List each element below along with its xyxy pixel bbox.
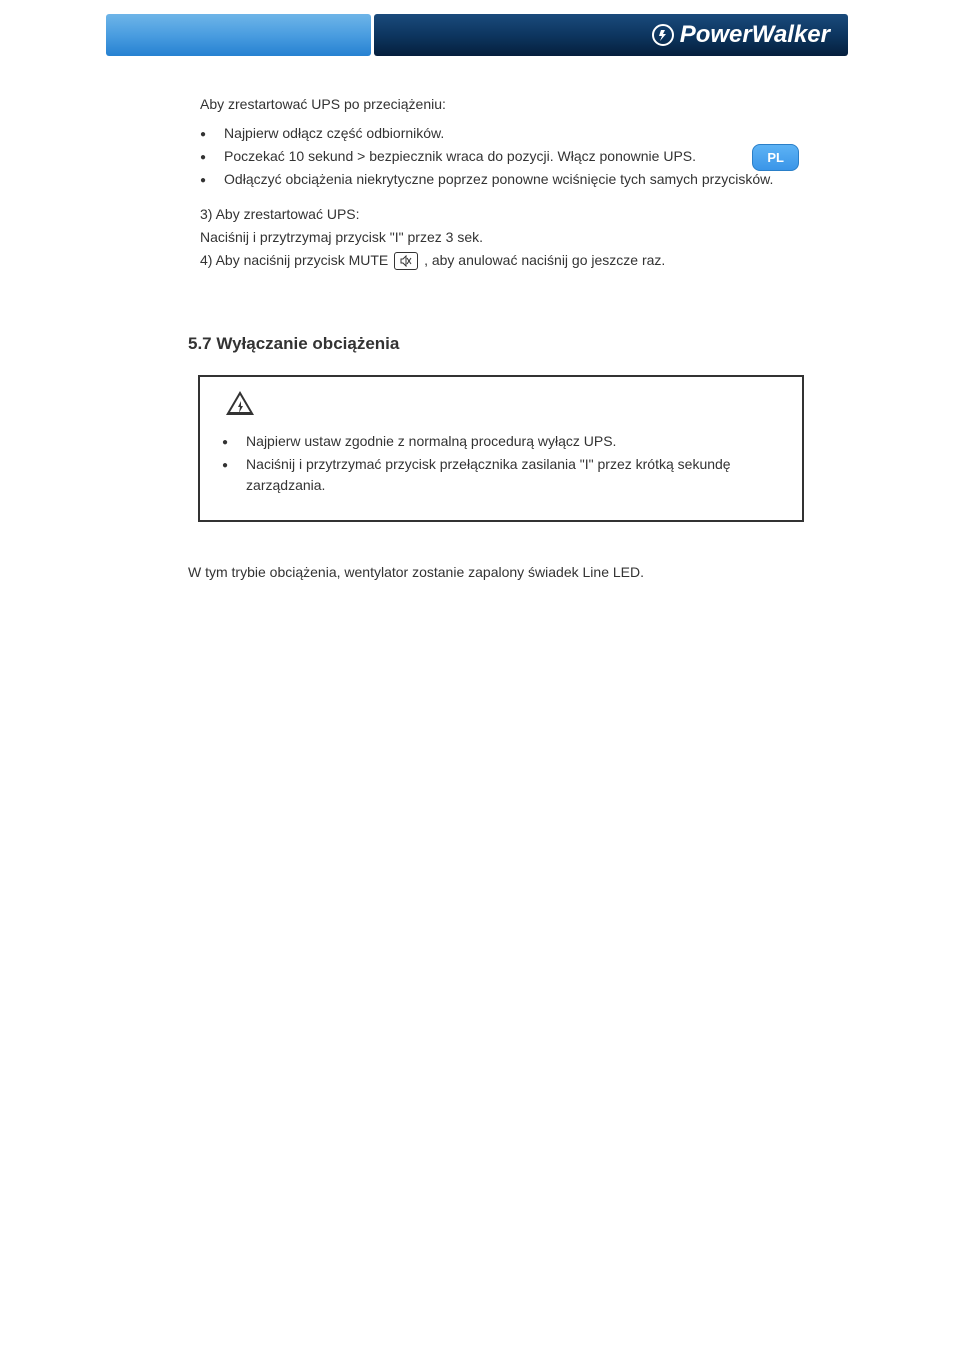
logo-icon [652,24,674,46]
list-item: Najpierw ustaw zgodnie z normalną proced… [222,431,784,452]
warning-box: Najpierw ustaw zgodnie z normalną proced… [198,375,804,522]
instruction-text-3: , aby anulować naciśnij go jeszcze raz. [424,252,665,268]
brand-logo: PowerWalker [652,21,830,49]
warning-text: Naciśnij i przytrzymać przycisk przełącz… [246,454,784,496]
overload-bullet-list: Najpierw odłącz część odbiorników. Pocze… [200,123,794,190]
bullet-text: Najpierw odłącz część odbiorników. [224,123,444,144]
list-item: Najpierw odłącz część odbiorników. [200,123,794,144]
warning-icon [226,391,254,415]
header-left-bar [106,14,371,56]
warning-list: Najpierw ustaw zgodnie z normalną proced… [218,431,784,496]
mute-icon [394,252,418,270]
instruction-text-2: 4) Aby naciśnij przycisk MUTE [200,252,388,268]
list-item: Naciśnij i przytrzymać przycisk przełącz… [222,454,784,496]
bullet-text: Odłączyć obciążenia niekrytyczne poprzez… [224,169,773,190]
page-content: Aby zrestartować UPS po przeciążeniu: Na… [0,64,954,583]
warning-text: Najpierw ustaw zgodnie z normalną proced… [246,431,616,452]
intro-text: Aby zrestartować UPS po przeciążeniu: [200,94,794,115]
footer-text: W tym trybie obciążenia, wentylator zost… [188,562,794,583]
list-item: Odłączyć obciążenia niekrytyczne poprzez… [200,169,794,190]
logo-text: PowerWalker [680,21,830,49]
bullet-text: Poczekać 10 sekund > bezpiecznik wraca d… [224,146,696,167]
language-badge-text: PL [767,150,784,165]
list-item: Poczekać 10 sekund > bezpiecznik wraca d… [200,146,794,167]
instruction-text-1: Naciśnij i przytrzymaj przycisk "I" prze… [200,229,483,245]
mute-instruction: 4) Aby naciśnij przycisk MUTE , aby anul… [200,250,794,271]
page-header: PowerWalker [0,14,954,64]
language-badge: PL [752,144,799,171]
restart-instruction: Naciśnij i przytrzymaj przycisk "I" prze… [200,227,794,248]
header-right-bar: PowerWalker [374,14,848,56]
section-title: 5.7 Wyłączanie obciążenia [188,331,794,357]
restart-step: 3) Aby zrestartować UPS: [200,204,794,225]
